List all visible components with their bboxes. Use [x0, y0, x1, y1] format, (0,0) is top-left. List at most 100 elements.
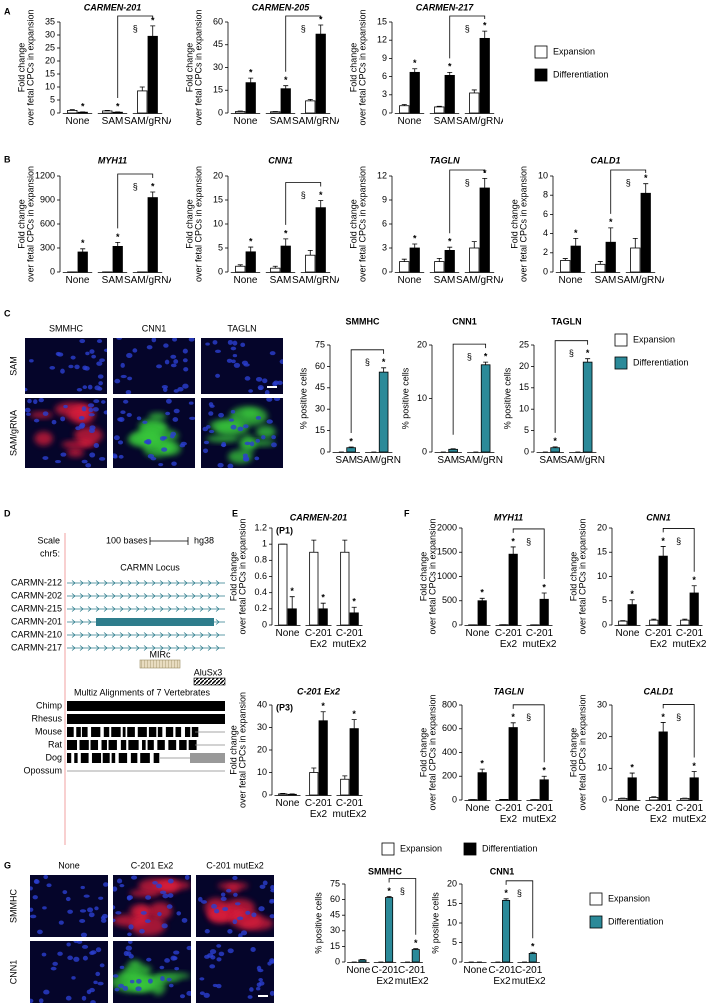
- x-tick-label-box: SAM/gRNA: [617, 275, 664, 286]
- stain: [255, 425, 276, 439]
- nucleus: [73, 941, 79, 944]
- nucleus: [232, 875, 238, 880]
- y-tick-label: 30: [330, 925, 340, 935]
- nucleus: [103, 348, 107, 353]
- stain: [74, 426, 103, 444]
- y-tick-label: 15: [447, 898, 457, 908]
- nucleus: [118, 983, 125, 988]
- nucleus: [90, 950, 97, 955]
- nucleus: [182, 348, 188, 354]
- nucleus: [42, 456, 49, 460]
- nucleus: [172, 338, 178, 342]
- y-tick-label: 15: [519, 382, 529, 392]
- nucleus: [173, 950, 180, 955]
- nucleus: [230, 346, 237, 351]
- error-bar: [248, 246, 254, 252]
- error-bar: [450, 448, 456, 450]
- nucleus: [125, 389, 132, 394]
- micrograph-background: [113, 338, 195, 394]
- x-tick-label-box: None: [276, 798, 300, 809]
- y-tick-label: 10: [213, 218, 223, 228]
- chart-title: CARMEN-201: [290, 512, 348, 522]
- y-axis-label: Fold change: [418, 552, 428, 602]
- y-axis-label: over fetal CPCs in expansion: [193, 166, 203, 282]
- y-tick-label: 200: [442, 771, 457, 781]
- x-tick-label-box: C-201 mutEx2: [523, 628, 557, 650]
- significance-star: *: [352, 597, 356, 607]
- nucleus: [161, 923, 168, 929]
- transcript-label: CARMN-201: [11, 616, 62, 626]
- nucleus: [88, 407, 94, 413]
- bracket-label: §: [301, 23, 306, 33]
- nucleus: [179, 994, 186, 999]
- y-tick-label: 0.4: [254, 587, 267, 597]
- x-tick-label: None: [615, 803, 640, 814]
- bracket-label: §: [465, 177, 470, 187]
- x-tick-label-box: None: [346, 965, 371, 976]
- nucleus: [87, 384, 93, 390]
- nucleus: [60, 416, 66, 422]
- nucleus: [208, 429, 215, 434]
- transcript-label: CARMN-202: [11, 590, 62, 600]
- bar: [245, 82, 256, 114]
- y-tick-label: 60: [213, 16, 223, 26]
- x-tick-label: None: [397, 116, 422, 127]
- x-tick-label-box: None: [234, 275, 258, 286]
- nucleus: [98, 457, 106, 461]
- y-tick-label: 9: [382, 194, 387, 204]
- y-axis-label: over fetal CPCs in expansion: [357, 166, 367, 282]
- bracket-label: §: [676, 536, 681, 546]
- y-axis-label: Fold change: [228, 552, 238, 602]
- transcript-line: [67, 645, 225, 651]
- bar: [689, 777, 699, 801]
- error-bar: [629, 772, 635, 778]
- y-axis-label: over fetal CPCs in expansion: [25, 9, 35, 125]
- y-tick-label: 0: [382, 266, 387, 276]
- bar: [502, 899, 511, 963]
- nucleus: [204, 954, 210, 959]
- alignment: [148, 727, 157, 737]
- x-tick-label: C-201 Ex2: [494, 803, 523, 825]
- bracket: [449, 15, 486, 59]
- bar: [469, 92, 480, 114]
- chrom-label: chr5:: [40, 548, 60, 558]
- x-tick-label: SAM/gRNA: [124, 275, 171, 286]
- significance-star: *: [630, 589, 634, 599]
- x-tick-label-box: C-201 mutEx2: [673, 628, 707, 650]
- nucleus: [51, 419, 57, 425]
- y-axis-label: over fetal CPCs in expansion: [237, 518, 247, 634]
- nucleus: [186, 945, 191, 951]
- nucleus: [81, 406, 87, 412]
- chart-title: CNN1: [268, 155, 293, 165]
- nucleus: [75, 426, 81, 431]
- stain: [206, 435, 240, 443]
- nucleus: [209, 964, 216, 969]
- x-tick-label: SAM: [594, 275, 617, 286]
- error-bar: [660, 546, 666, 557]
- bar: [689, 592, 699, 626]
- micrograph-content: [201, 398, 283, 468]
- y-tick-label: 20: [257, 744, 267, 754]
- nucleus: [71, 976, 76, 980]
- significance-star: *: [661, 536, 665, 546]
- nucleus: [113, 918, 116, 923]
- alignment: [79, 740, 89, 750]
- species-label: Rhesus: [31, 713, 62, 723]
- y-axis-label: over fetal CPCs in expansion: [237, 692, 247, 808]
- nucleus: [233, 892, 238, 897]
- stain: [159, 880, 180, 894]
- error-bar: [479, 768, 485, 773]
- micrograph-background: [30, 875, 108, 937]
- nucleus: [159, 965, 165, 970]
- nucleus: [198, 896, 203, 902]
- legend-swatch: [589, 915, 603, 929]
- nucleus: [136, 416, 142, 421]
- x-tick-label: None: [346, 965, 371, 976]
- chart-title: TAGLN: [551, 316, 581, 326]
- nucleus: [216, 957, 222, 962]
- nucleus: [161, 447, 168, 452]
- nucleus: [222, 906, 229, 912]
- nucleus: [98, 896, 104, 900]
- nucleus: [79, 422, 86, 428]
- bar: [235, 265, 246, 273]
